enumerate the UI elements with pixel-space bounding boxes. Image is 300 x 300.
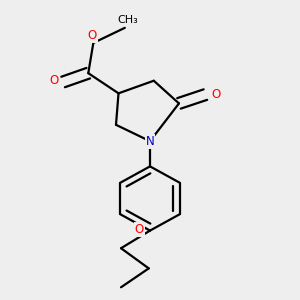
Text: CH₃: CH₃ — [117, 15, 138, 25]
Text: O: O — [49, 74, 58, 87]
Text: O: O — [135, 223, 144, 236]
Text: N: N — [146, 135, 154, 148]
Text: O: O — [212, 88, 220, 101]
Text: O: O — [87, 29, 97, 42]
